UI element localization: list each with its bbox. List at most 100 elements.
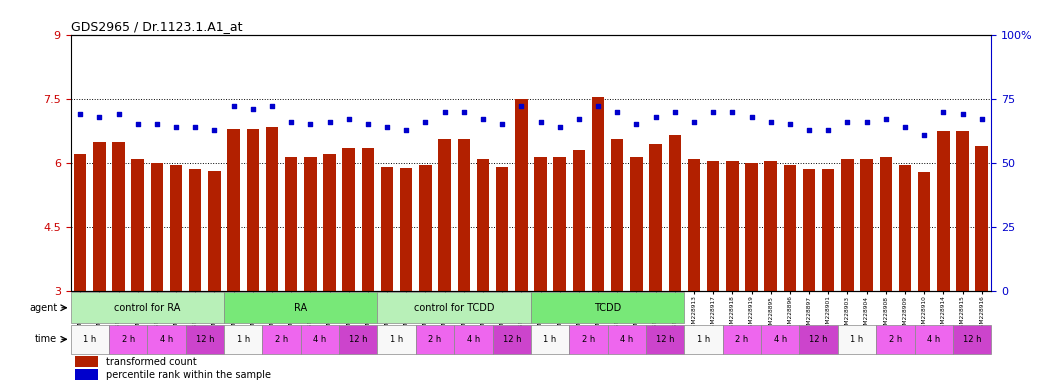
Text: 1 h: 1 h — [83, 335, 97, 344]
Bar — [630, 157, 643, 291]
Point — [513, 103, 529, 109]
Bar — [914, 325, 953, 354]
Bar — [224, 292, 378, 323]
Bar — [802, 169, 815, 291]
Point — [321, 119, 337, 125]
Text: 12 h: 12 h — [810, 335, 828, 344]
Point — [379, 124, 395, 130]
Bar — [976, 146, 988, 291]
Bar — [458, 139, 470, 291]
Point — [590, 103, 606, 109]
Point — [686, 119, 703, 125]
Text: 2 h: 2 h — [582, 335, 595, 344]
Bar — [400, 168, 412, 291]
Bar — [956, 131, 968, 291]
Point — [954, 111, 971, 117]
Point — [609, 109, 626, 115]
Bar — [339, 325, 378, 354]
Bar — [937, 131, 950, 291]
Bar — [301, 325, 339, 354]
Point — [494, 121, 511, 127]
Bar — [209, 171, 221, 291]
Bar — [799, 325, 838, 354]
Bar — [953, 325, 991, 354]
Point — [648, 114, 664, 120]
Bar — [707, 161, 719, 291]
Bar — [607, 325, 646, 354]
Bar — [378, 292, 531, 323]
Bar — [74, 154, 86, 291]
Bar — [531, 292, 684, 323]
Bar — [761, 325, 799, 354]
Point — [705, 109, 721, 115]
Text: transformed count: transformed count — [106, 357, 196, 367]
Point — [551, 124, 568, 130]
Text: 4 h: 4 h — [467, 335, 480, 344]
Bar — [879, 157, 892, 291]
Bar — [266, 127, 278, 291]
Bar — [838, 325, 876, 354]
Point — [264, 103, 280, 109]
Bar — [918, 172, 930, 291]
Bar — [75, 369, 99, 380]
Text: percentile rank within the sample: percentile rank within the sample — [106, 369, 271, 379]
Bar — [378, 325, 416, 354]
Bar — [151, 163, 163, 291]
Point — [91, 114, 108, 120]
Bar — [668, 135, 681, 291]
Point — [187, 124, 203, 130]
Point — [877, 116, 894, 122]
Point — [283, 119, 300, 125]
Bar — [688, 159, 701, 291]
Point — [340, 116, 357, 122]
Bar — [132, 159, 144, 291]
Bar — [650, 144, 662, 291]
Text: agent: agent — [29, 303, 57, 313]
Bar — [186, 325, 224, 354]
Point — [743, 114, 760, 120]
Bar — [476, 159, 489, 291]
Point — [800, 126, 817, 132]
Text: 2 h: 2 h — [735, 335, 748, 344]
Text: 12 h: 12 h — [349, 335, 367, 344]
Point — [820, 126, 837, 132]
Text: 12 h: 12 h — [963, 335, 981, 344]
Text: 2 h: 2 h — [429, 335, 441, 344]
Bar — [170, 165, 183, 291]
Text: 1 h: 1 h — [850, 335, 864, 344]
Text: 1 h: 1 h — [696, 335, 710, 344]
Text: 4 h: 4 h — [313, 335, 327, 344]
Bar — [592, 97, 604, 291]
Bar — [109, 325, 147, 354]
Point — [725, 109, 741, 115]
Bar — [611, 139, 624, 291]
Text: 4 h: 4 h — [927, 335, 940, 344]
Bar — [304, 157, 317, 291]
Point — [359, 121, 376, 127]
Bar — [147, 325, 186, 354]
Bar — [71, 325, 109, 354]
Point — [839, 119, 855, 125]
Bar — [841, 159, 853, 291]
Bar — [189, 169, 201, 291]
Text: 1 h: 1 h — [390, 335, 404, 344]
Bar — [727, 161, 739, 291]
Text: 4 h: 4 h — [160, 335, 173, 344]
Bar — [112, 142, 125, 291]
Bar — [285, 157, 298, 291]
Text: 4 h: 4 h — [773, 335, 787, 344]
Point — [168, 124, 185, 130]
Bar — [247, 129, 260, 291]
Point — [225, 103, 242, 109]
Text: TCDD: TCDD — [594, 303, 622, 313]
Point — [897, 124, 913, 130]
Point — [417, 119, 434, 125]
Bar — [361, 148, 374, 291]
Bar — [263, 325, 301, 354]
Text: RA: RA — [294, 303, 307, 313]
Point — [974, 116, 990, 122]
Point — [782, 121, 798, 127]
Bar — [531, 325, 569, 354]
Bar — [416, 325, 455, 354]
Text: 12 h: 12 h — [195, 335, 214, 344]
